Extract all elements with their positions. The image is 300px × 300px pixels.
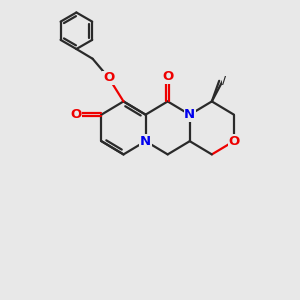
Text: O: O bbox=[70, 108, 81, 121]
Text: O: O bbox=[162, 70, 173, 83]
Text: N: N bbox=[184, 108, 195, 121]
Text: N: N bbox=[140, 135, 151, 148]
Text: O: O bbox=[228, 135, 239, 148]
Text: /: / bbox=[222, 76, 227, 86]
Text: O: O bbox=[103, 71, 114, 84]
